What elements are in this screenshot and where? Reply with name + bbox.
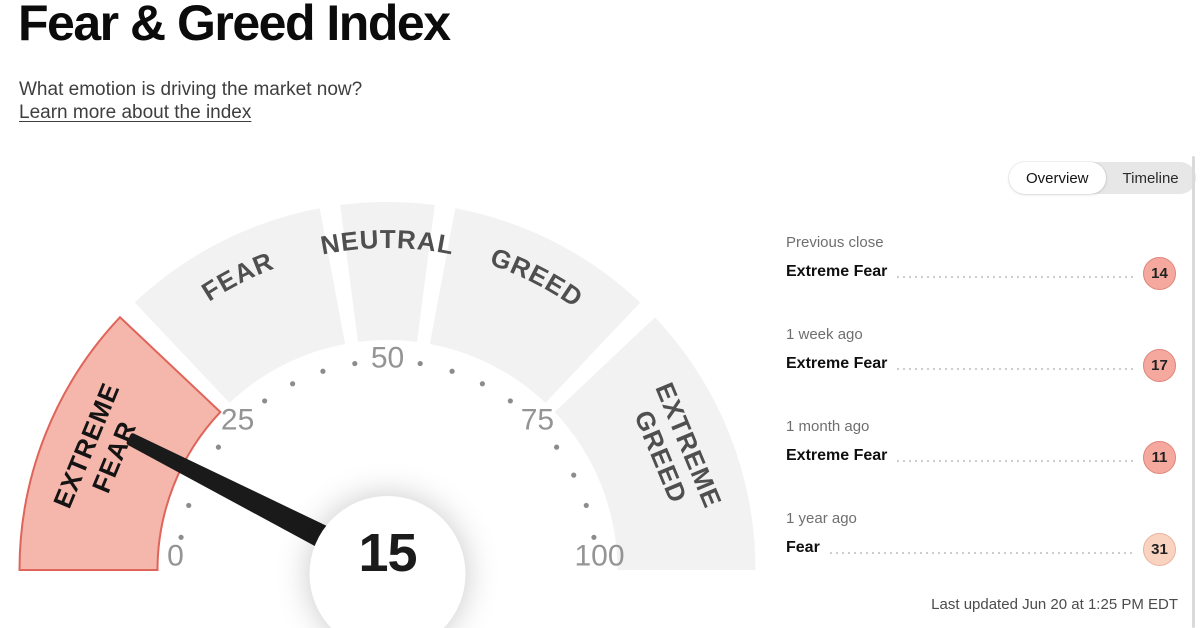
page-title: Fear & Greed Index (18, 0, 451, 51)
gauge-segment-neutral (340, 201, 435, 342)
tab-timeline[interactable]: Timeline (1106, 162, 1196, 194)
gauge-tick-dot (262, 398, 268, 404)
history-value-badge: 14 (1143, 257, 1176, 290)
gauge-tick-dot (507, 398, 513, 404)
gauge-tick-dot (290, 381, 296, 387)
gauge-segment-extreme-fear (18, 315, 222, 571)
gauge-segment-greed (429, 208, 641, 403)
gauge-tick-dot (352, 360, 358, 367)
gauge-tick-dot (178, 534, 184, 540)
history-rating: Fear (786, 538, 820, 556)
gauge-tick-dot (583, 502, 589, 509)
gauge-tick-dot (449, 368, 455, 374)
tab-overview[interactable]: Overview (1009, 162, 1106, 194)
history-rating: Extreme Fear (786, 262, 888, 280)
history-rating: Extreme Fear (786, 354, 888, 372)
history-period: Previous close (786, 234, 884, 251)
gauge-segment-fear (134, 208, 346, 403)
leader-line (895, 459, 1135, 462)
history-row: Previous close Extreme Fear 14 (786, 234, 1176, 290)
gauge-tick-dot (553, 444, 560, 450)
gauge-axis-label: 0 (167, 540, 184, 573)
leader-line (827, 551, 1135, 554)
history-row: 1 month ago Extreme Fear 11 (786, 418, 1176, 474)
history-value-badge: 17 (1143, 349, 1176, 382)
history-rating: Extreme Fear (786, 446, 888, 464)
history-row: 1 week ago Extreme Fear 17 (786, 326, 1176, 382)
leader-line (895, 275, 1135, 278)
gauge-tick-dot (479, 381, 485, 387)
history-period: 1 week ago (786, 326, 863, 343)
gauge-axis-label: 25 (221, 404, 254, 437)
gauge-axis-label: 50 (371, 342, 404, 375)
gauge-tick-dot (186, 502, 192, 509)
gauge-value: 15 (358, 523, 416, 583)
history-panel: Previous close Extreme Fear 14 1 week ago Ex… (786, 234, 1176, 602)
gauge-tick-dot (215, 444, 222, 450)
history-row: 1 year ago Fear 31 (786, 510, 1176, 566)
scrollbar-thumb[interactable] (1192, 156, 1195, 628)
gauge-tick-dot (571, 472, 577, 478)
gauge-segment-extreme-greed (554, 317, 756, 570)
view-toggle: Overview Timeline (1009, 162, 1196, 194)
history-period: 1 year ago (786, 510, 857, 527)
page-subtitle: What emotion is driving the market now? (19, 79, 363, 100)
gauge-axis-label: 100 (574, 540, 624, 573)
history-period: 1 month ago (786, 418, 870, 435)
gauge-tick-dot (591, 534, 597, 540)
last-updated: Last updated Jun 20 at 1:25 PM EDT (931, 596, 1178, 613)
history-value-badge: 31 (1143, 533, 1176, 566)
gauge-axis-label: 75 (521, 404, 554, 437)
learn-more-link[interactable]: Learn more about the index (19, 102, 252, 123)
gauge-hub (309, 496, 466, 628)
gauge-tick-dot (417, 360, 423, 367)
leader-line (895, 367, 1135, 370)
history-value-badge: 11 (1143, 441, 1176, 474)
gauge-tick-dot (320, 368, 326, 374)
